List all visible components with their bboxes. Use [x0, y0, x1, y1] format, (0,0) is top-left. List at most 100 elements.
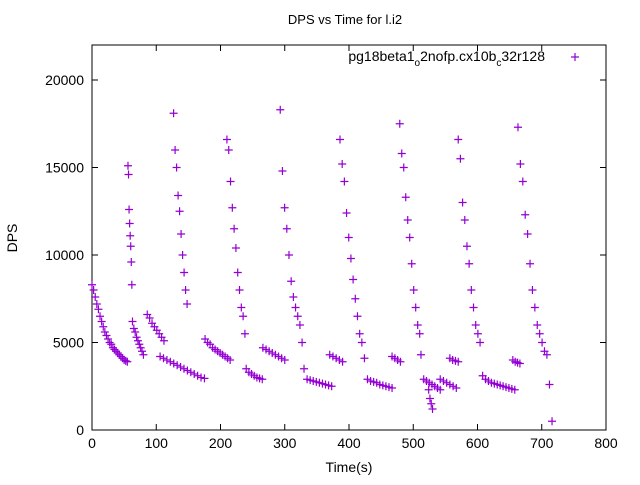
data-point: [166, 357, 175, 366]
data-point: [92, 300, 101, 308]
data-point: [224, 146, 233, 154]
data-point: [476, 338, 485, 347]
data-point: [523, 230, 532, 238]
data-point: [124, 170, 133, 179]
data-point: [458, 198, 467, 207]
data-point: [230, 224, 239, 233]
data-point: [239, 312, 248, 321]
data-point: [460, 216, 469, 224]
data-point: [295, 321, 304, 329]
data-point: [282, 224, 291, 233]
data-point: [222, 135, 231, 144]
data-point: [436, 385, 445, 394]
data-point: [123, 161, 132, 170]
data-point: [173, 361, 182, 370]
data-point: [128, 317, 137, 326]
data-point: [413, 321, 422, 329]
data-point: [258, 375, 267, 384]
data-point: [181, 286, 190, 294]
data-point: [338, 357, 347, 366]
data-point: [159, 336, 168, 345]
data-point: [428, 405, 437, 413]
data-point: [411, 303, 420, 312]
data-point: [340, 177, 349, 186]
data-point: [127, 258, 136, 266]
data-point: [351, 294, 360, 303]
axis-ticks: 0 100 200 300 400 500 600 700 800 0 5000 10000 15000…: [45, 45, 618, 451]
data-point: [454, 357, 463, 366]
data-point: [172, 163, 181, 172]
data-point: [276, 105, 285, 114]
data-point: [521, 210, 530, 219]
legend-label: pg18beta1o2nofp.cx10bc32r128: [348, 48, 545, 69]
data-point: [465, 259, 474, 268]
data-point: [360, 354, 369, 363]
data-point: [462, 242, 471, 251]
data-point: [510, 385, 519, 394]
data-point: [121, 356, 130, 365]
data-point: [291, 303, 300, 312]
data-point: [159, 354, 168, 363]
legend-marker: [571, 53, 579, 61]
data-point: [228, 203, 237, 212]
data-point: [200, 374, 209, 383]
data-point: [300, 364, 309, 373]
data-point: [530, 303, 539, 312]
data-point: [338, 160, 347, 168]
y-tick-label: 5000: [53, 335, 84, 351]
data-point: [174, 191, 183, 200]
data-point: [132, 333, 141, 342]
data-point: [403, 216, 412, 224]
data-point: [197, 373, 206, 382]
data-point: [452, 384, 461, 392]
data-point: [278, 167, 287, 175]
x-tick-label: 700: [530, 435, 554, 451]
data-point: [473, 329, 482, 338]
x-tick-label: 300: [273, 435, 297, 451]
x-tick-label: 800: [594, 435, 618, 451]
data-point: [344, 233, 353, 242]
data-point: [515, 359, 524, 368]
x-tick-label: 400: [337, 435, 361, 451]
data-point: [289, 293, 298, 301]
data-point: [96, 312, 105, 321]
data-point: [127, 280, 136, 289]
data-point: [235, 286, 244, 294]
data-point: [346, 254, 355, 263]
data-point: [125, 219, 134, 228]
data-point: [176, 363, 185, 371]
data-point: [533, 321, 542, 329]
data-point: [513, 123, 522, 132]
data-point: [424, 385, 433, 394]
data-point: [131, 328, 140, 336]
data-point: [471, 321, 480, 329]
data-point: [135, 340, 144, 349]
data-point: [327, 382, 336, 391]
data-point: [183, 366, 192, 375]
data-point: [193, 371, 202, 380]
data-point: [535, 329, 544, 338]
data-point: [409, 286, 418, 294]
x-tick-label: 0: [88, 435, 96, 451]
data-point: [175, 207, 184, 216]
data-point: [395, 119, 404, 128]
data-point: [105, 338, 114, 347]
data-point: [548, 417, 557, 426]
data-point: [226, 356, 235, 364]
data-point: [427, 399, 436, 408]
data-point: [425, 394, 434, 403]
chart-title: DPS vs Time for l.i2: [288, 12, 402, 27]
data-point: [336, 135, 345, 144]
data-point: [237, 303, 246, 312]
data-point: [180, 268, 189, 277]
data-point: [293, 312, 302, 321]
data-point: [183, 300, 192, 308]
data-point: [169, 109, 178, 118]
data-point: [528, 286, 537, 294]
data-point: [357, 338, 366, 347]
data-point: [126, 231, 135, 240]
x-tick-label: 600: [466, 435, 490, 451]
x-tick-label: 200: [209, 435, 233, 451]
data-point: [190, 370, 199, 378]
